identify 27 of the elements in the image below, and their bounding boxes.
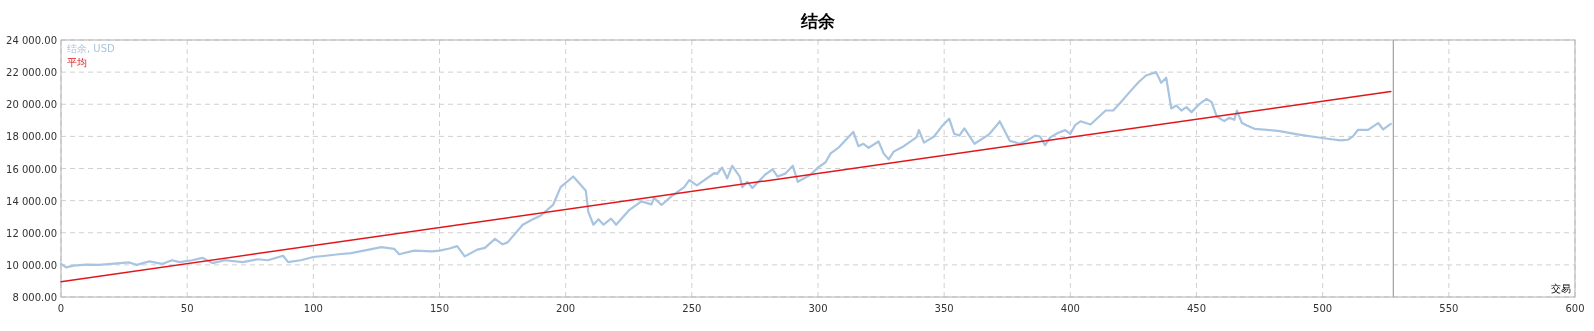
line-series (59, 71, 1392, 269)
x-tick-label: 100 (303, 303, 323, 314)
y-tick-label: 10 000.00 (6, 259, 57, 271)
y-tick-label: 22 000.00 (6, 67, 57, 79)
chart-title: 结余 (800, 11, 836, 31)
x-axis-title: 交易 (1551, 283, 1571, 294)
y-tick-label: 8 000.00 (12, 292, 57, 303)
x-tick-label: 250 (682, 303, 702, 314)
x-tick-label: 200 (556, 303, 576, 314)
x-tick-label: 150 (429, 303, 450, 314)
y-tick-label: 14 000.00 (6, 195, 57, 207)
x-tick-label: 300 (808, 303, 828, 314)
x-tick-label: 350 (934, 303, 954, 314)
y-tick-label: 20 000.00 (6, 99, 57, 111)
y-tick-label: 24 000.00 (6, 35, 57, 46)
x-tick-label: 50 (180, 303, 194, 314)
y-tick-label: 16 000.00 (6, 163, 57, 175)
x-tick-label: 500 (1313, 303, 1333, 314)
x-tick-label: 450 (1186, 303, 1207, 314)
y-tick-label: 12 000.00 (6, 227, 57, 239)
x-tick-label: 550 (1439, 303, 1459, 314)
y-tick-label: 18 000.00 (6, 131, 57, 143)
text: 结余, USD (67, 43, 116, 54)
x-tick-label: 600 (1565, 303, 1585, 314)
text: 平均 (67, 57, 87, 68)
x-tick-label: 0 (57, 303, 65, 314)
x-tick-label: 400 (1060, 303, 1080, 314)
